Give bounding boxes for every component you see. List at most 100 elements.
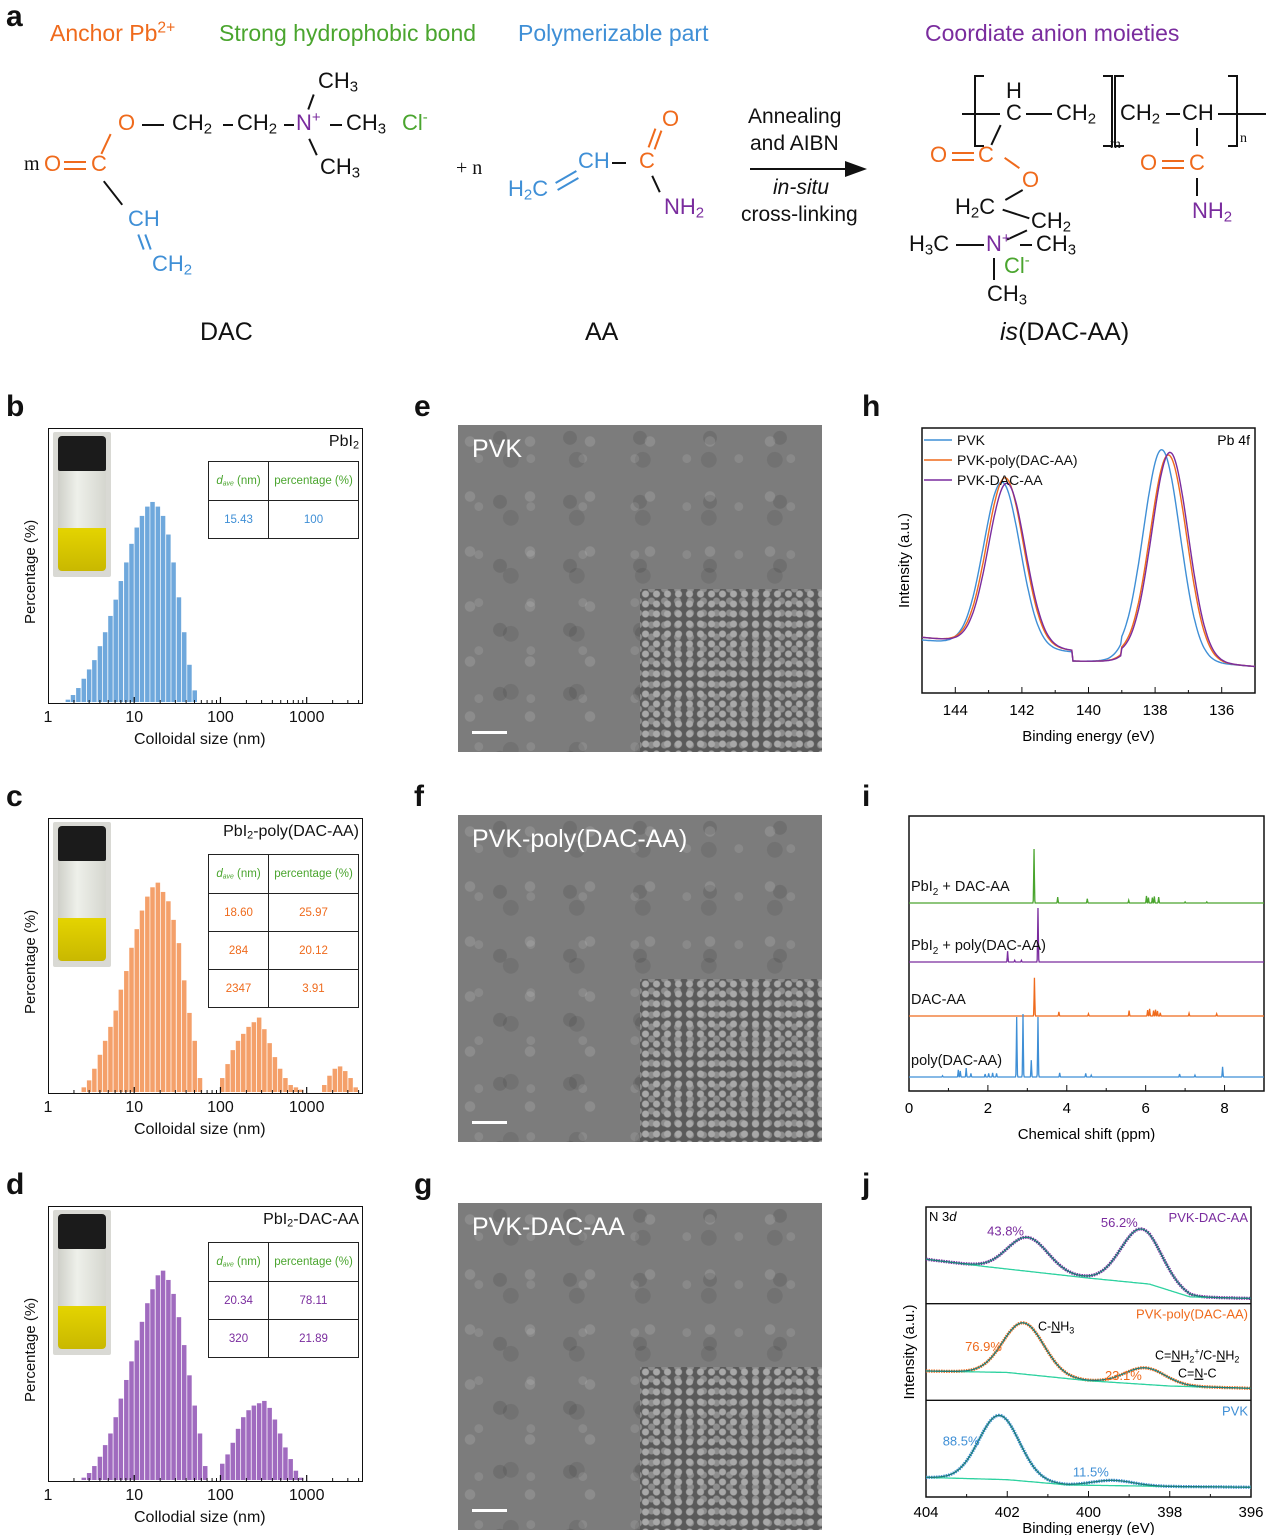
bar [225, 1454, 230, 1480]
dls-plot-frame [48, 428, 363, 704]
x-tick-label: 1000 [288, 1487, 325, 1504]
bar [181, 1345, 187, 1480]
label-rest: + DAC-AA [938, 879, 1010, 895]
spectrum-0 [909, 848, 1264, 904]
x-tick-label: 1 [43, 1487, 53, 1504]
bar [102, 1040, 108, 1092]
x-tick-label: 6 [1141, 1100, 1149, 1117]
bar [155, 506, 161, 702]
bar [113, 1010, 118, 1092]
x-axis-label: Collodial size (nm) [134, 1509, 266, 1526]
cl-text: Cl [402, 110, 423, 135]
bar [81, 1087, 87, 1092]
ann-part: /C- [1200, 1349, 1217, 1363]
bar [298, 1477, 304, 1480]
bar [97, 1054, 103, 1092]
bar [288, 1459, 293, 1480]
bar [176, 1317, 182, 1480]
bar [108, 1026, 113, 1092]
panel-label-g: g [414, 1168, 433, 1201]
title-main: PbI [263, 1211, 288, 1228]
prod-ch2-side-sub: 2 [1062, 218, 1072, 236]
bar [97, 1456, 103, 1480]
bar [150, 887, 155, 1092]
ch3-top-text: CH [318, 68, 350, 93]
sem-image-pvk-dac: PVK-DAC-AA [458, 1203, 822, 1530]
dls-bars [48, 501, 360, 703]
vial-cap [57, 826, 107, 862]
header-dave: dave (nm) [208, 1242, 269, 1282]
x-tick-label: 404 [913, 1504, 938, 1521]
y-axis-label: Percentage (%) [22, 1297, 39, 1402]
x-tick-label: 142 [1009, 702, 1034, 719]
anchor-text: Anchor Pb [50, 20, 158, 46]
ch2a-sub: 2 [203, 120, 213, 138]
bar [220, 1078, 225, 1092]
prod-bond-h3c-n [956, 244, 984, 246]
prod-ch2-side: CH2 [1031, 208, 1071, 235]
dls-table: dave (nm) percentage (%) 20.34 78.11 320 21.8… [208, 1242, 359, 1358]
subplot-title: PVK-DAC-AA [1169, 1210, 1249, 1225]
prod-cl-text: Cl [1004, 253, 1025, 278]
dac-ch2-vinyl: CH2 [152, 253, 192, 278]
ch2v-sub: 2 [183, 261, 193, 279]
bar [322, 1085, 327, 1092]
bar [256, 1017, 262, 1092]
x-tick-label: 138 [1143, 702, 1168, 719]
y-axis-label: Percentage (%) [22, 909, 39, 1014]
d-unit: (nm) [233, 1256, 261, 1268]
bar [246, 1410, 251, 1480]
x-axis-label: Colloidal size (nm) [134, 731, 266, 748]
prod-cl-minus: - [1024, 251, 1030, 269]
ch3-bottom-sub: 3 [351, 164, 361, 182]
prod-ch3b-sub: 3 [1018, 291, 1028, 309]
bar [256, 1403, 262, 1480]
cell-percentage: 100 [268, 500, 359, 539]
vial-liquid [57, 527, 107, 572]
ann-part: C= [1178, 1367, 1194, 1381]
d-sub: ave [222, 1261, 234, 1269]
prod-ch2-side-text: CH [1031, 208, 1063, 233]
prod-bond-ch-c [1196, 128, 1198, 146]
bar [251, 1405, 257, 1480]
vial-liquid [57, 1305, 107, 1350]
aa-c-tail: C [532, 176, 549, 201]
table-row: 18.60 25.97 [208, 893, 359, 932]
n-plus: + [311, 108, 321, 126]
arrow-line2: and AIBN [750, 132, 839, 155]
bar [230, 1050, 236, 1092]
vial-cap [57, 436, 107, 472]
prod-h3c-sub: 3 [924, 241, 934, 259]
bar [81, 1477, 87, 1480]
product-name-rest: (DAC-AA) [1018, 318, 1130, 346]
aa-h: H [508, 176, 524, 201]
bond-ch-ch2-1 [137, 234, 145, 250]
sem-label: PVK [472, 435, 523, 463]
sem-inset-image [640, 978, 822, 1142]
title-rest: -DAC-AA [293, 1211, 359, 1228]
bar [342, 1071, 348, 1092]
bar [277, 1068, 283, 1092]
label-main: PbI [911, 879, 933, 895]
panel-label-h: h [862, 390, 881, 423]
bar [225, 1064, 230, 1092]
title-main: PbI [328, 433, 353, 450]
d-italic: d [216, 475, 223, 487]
prod-ch2-n-sub: 2 [1151, 110, 1161, 128]
bond-o-ch2 [142, 124, 164, 126]
component-percentage: 88.5% [943, 1433, 980, 1448]
bar [81, 678, 87, 702]
bond-ch-ch2-2 [144, 234, 152, 250]
bond-ch2-ch2 [223, 124, 233, 126]
prod-c2: C [1189, 150, 1205, 175]
panel-label-e: e [414, 390, 431, 423]
aa-nh-text: NH [664, 194, 696, 219]
bar [160, 515, 166, 702]
bar [86, 669, 92, 702]
reaction-arrow-head [845, 161, 867, 177]
prod-bond-o-h2c [1004, 189, 1024, 201]
bar [166, 534, 171, 702]
aa-nh-sub: 2 [695, 204, 705, 222]
bar [129, 543, 134, 702]
table-header: dave (nm) percentage (%) [208, 461, 359, 501]
